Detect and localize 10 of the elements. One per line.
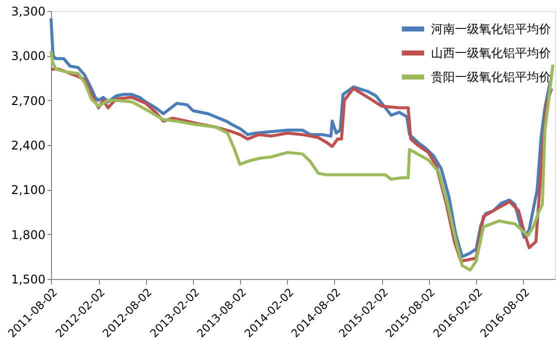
y-tick-label: 2,700	[11, 94, 46, 108]
y-tick-label: 2,400	[11, 138, 46, 152]
y-tick-label: 3,000	[11, 49, 46, 64]
y-tick-label: 1,500	[11, 272, 46, 286]
legend-label: 山西一级氧化铝平均价	[431, 46, 551, 60]
y-tick-label: 2,100	[11, 183, 46, 198]
legend-label: 贵阳一级氧化铝平均价	[431, 70, 551, 84]
legend-label: 河南一级氧化铝平均价	[431, 22, 551, 36]
y-tick-label: 1,800	[11, 228, 46, 242]
y-tick-label: 3,300	[11, 4, 46, 18]
